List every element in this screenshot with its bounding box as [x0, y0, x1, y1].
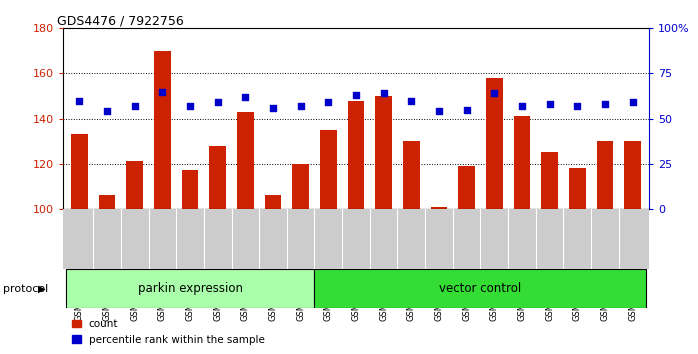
Bar: [154, 51, 171, 209]
Text: ▶: ▶: [38, 284, 46, 293]
Point: [461, 107, 472, 113]
Bar: [403, 141, 419, 209]
Bar: [237, 112, 253, 209]
Point: [600, 101, 611, 107]
Point: [627, 99, 638, 105]
Point: [433, 109, 445, 114]
Legend: count, percentile rank within the sample: count, percentile rank within the sample: [68, 315, 269, 349]
Bar: [541, 153, 558, 209]
Text: parkin expression: parkin expression: [138, 282, 242, 295]
Point: [212, 99, 223, 105]
Bar: [320, 130, 336, 209]
Text: protocol: protocol: [3, 284, 49, 293]
Text: GDS4476 / 7922756: GDS4476 / 7922756: [57, 14, 184, 27]
Point: [350, 92, 362, 98]
Point: [184, 103, 195, 109]
Bar: [569, 168, 586, 209]
Bar: [66, 269, 315, 308]
Point: [157, 89, 168, 95]
Bar: [459, 166, 475, 209]
Bar: [624, 141, 641, 209]
Bar: [376, 96, 392, 209]
Bar: [315, 269, 646, 308]
Point: [74, 98, 85, 103]
Bar: [431, 207, 447, 209]
Bar: [265, 195, 281, 209]
Point: [129, 103, 140, 109]
Point: [295, 103, 306, 109]
Bar: [99, 195, 115, 209]
Bar: [71, 135, 88, 209]
Bar: [348, 101, 364, 209]
Point: [489, 91, 500, 96]
Bar: [292, 164, 309, 209]
Bar: [514, 116, 530, 209]
Point: [406, 98, 417, 103]
Bar: [486, 78, 503, 209]
Point: [322, 99, 334, 105]
Point: [240, 94, 251, 100]
Text: vector control: vector control: [439, 282, 521, 295]
Bar: [597, 141, 613, 209]
Point: [544, 101, 555, 107]
Point: [378, 91, 389, 96]
Point: [101, 109, 112, 114]
Bar: [181, 171, 198, 209]
Bar: [126, 161, 143, 209]
Point: [267, 105, 279, 110]
Bar: [209, 146, 226, 209]
Point: [517, 103, 528, 109]
Point: [572, 103, 583, 109]
